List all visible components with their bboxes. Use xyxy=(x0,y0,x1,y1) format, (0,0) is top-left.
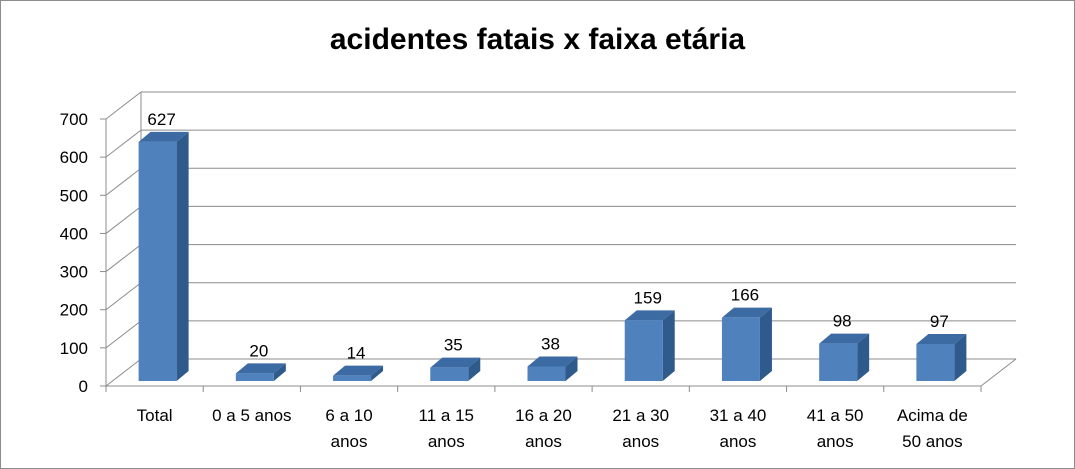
x-tick-label: anos xyxy=(428,432,465,451)
bar-top xyxy=(624,310,675,321)
gridline-depth xyxy=(105,320,142,349)
chart-title: acidentes fatais x faixa etária xyxy=(329,23,746,56)
bar xyxy=(819,343,858,381)
x-tick-label: anos xyxy=(817,432,854,451)
bar-side xyxy=(565,356,578,381)
x-tick-label: anos xyxy=(622,432,659,451)
x-tick-label: 11 a 15 xyxy=(419,406,474,425)
data-label: 159 xyxy=(634,288,662,307)
bar xyxy=(916,344,955,381)
gridline-depth xyxy=(105,167,142,196)
data-label: 20 xyxy=(249,341,268,360)
bar-top xyxy=(721,307,772,318)
bar-side xyxy=(759,307,772,381)
bar xyxy=(138,141,177,381)
bar-side xyxy=(273,363,286,381)
x-tick-label: 31 a 40 xyxy=(710,406,767,425)
gridline-depth xyxy=(105,129,142,158)
x-tick-label: 16 a 20 xyxy=(515,406,572,425)
bar xyxy=(721,317,760,381)
bar xyxy=(430,367,469,381)
gridline-depth xyxy=(105,282,142,311)
y-tick-label: 600 xyxy=(60,148,88,167)
x-tick-label: anos xyxy=(720,432,757,451)
x-tick-label: 50 anos xyxy=(902,432,963,451)
bar-top xyxy=(819,333,870,344)
bar-top xyxy=(430,357,481,368)
data-label: 14 xyxy=(347,344,366,363)
y-tick-label: 200 xyxy=(60,301,88,320)
y-tick-label: 0 xyxy=(79,377,88,396)
y-tick-label: 100 xyxy=(60,339,88,358)
x-tick-label: Total xyxy=(137,406,173,425)
x-tick-label: anos xyxy=(525,432,562,451)
data-label: 35 xyxy=(444,336,463,355)
bar-side xyxy=(954,334,967,381)
bar-side xyxy=(662,310,675,381)
floor-edge xyxy=(980,358,1017,387)
bar-top xyxy=(333,365,384,376)
x-tick-label: 6 a 10 xyxy=(325,406,372,425)
y-tick-label: 300 xyxy=(60,263,88,282)
bar xyxy=(624,320,663,381)
bar-top xyxy=(138,131,189,142)
y-tick-label: 500 xyxy=(60,186,88,205)
data-label: 166 xyxy=(731,286,759,305)
x-tick-label: Acima de xyxy=(897,406,968,425)
bar-top xyxy=(916,334,967,345)
gridline-depth xyxy=(105,358,142,387)
y-tick-label: 700 xyxy=(60,110,88,129)
bar-side xyxy=(468,357,481,381)
bar-side xyxy=(176,131,189,381)
data-label: 97 xyxy=(930,312,949,331)
bar-top xyxy=(527,356,578,367)
x-tick-label: anos xyxy=(331,432,368,451)
y-tick-label: 400 xyxy=(60,224,88,243)
bar-side xyxy=(857,333,870,381)
bar xyxy=(527,366,566,381)
bar-top xyxy=(235,363,286,374)
gridline-depth xyxy=(105,91,142,120)
data-label: 98 xyxy=(833,312,852,331)
x-tick-label: 41 a 50 xyxy=(807,406,864,425)
x-tick-label: 21 a 30 xyxy=(612,406,669,425)
data-label: 38 xyxy=(541,335,560,354)
bar xyxy=(235,373,274,381)
bar-side xyxy=(371,365,384,381)
gridline-depth xyxy=(105,244,142,272)
x-tick-label: 0 a 5 anos xyxy=(212,406,291,425)
data-label: 627 xyxy=(147,110,175,129)
gridline-depth xyxy=(105,206,142,234)
bar xyxy=(333,375,372,381)
